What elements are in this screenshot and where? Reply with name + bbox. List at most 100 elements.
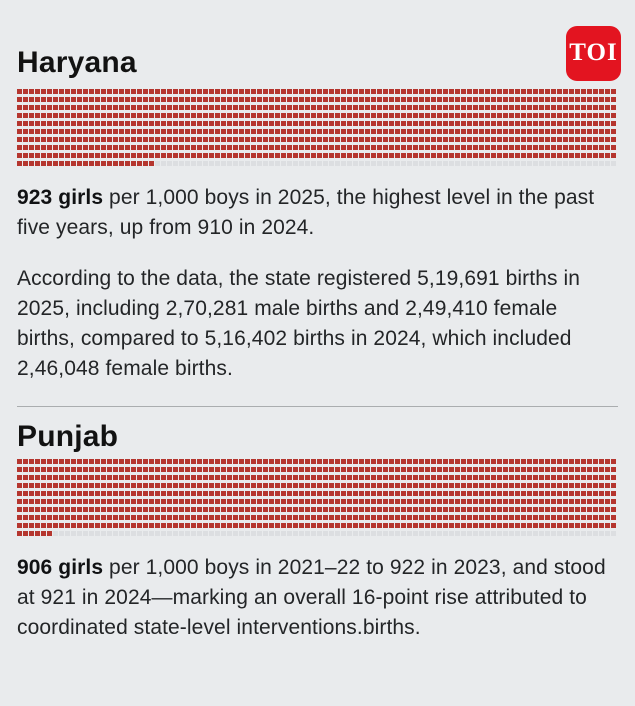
waffle-cell bbox=[251, 145, 256, 150]
waffle-cell bbox=[437, 523, 442, 528]
waffle-cell bbox=[143, 129, 148, 134]
waffle-cell bbox=[311, 145, 316, 150]
waffle-cell bbox=[407, 97, 412, 102]
waffle-cell bbox=[479, 499, 484, 504]
waffle-cell bbox=[287, 483, 292, 488]
waffle-cell bbox=[533, 113, 538, 118]
waffle-cell bbox=[107, 121, 112, 126]
waffle-cell bbox=[383, 145, 388, 150]
waffle-cell bbox=[347, 483, 352, 488]
waffle-cell bbox=[209, 515, 214, 520]
waffle-cell bbox=[263, 161, 268, 166]
waffle-cell bbox=[35, 89, 40, 94]
waffle-cell bbox=[221, 161, 226, 166]
waffle-cell bbox=[401, 113, 406, 118]
waffle-cell bbox=[65, 475, 70, 480]
waffle-cell bbox=[581, 153, 586, 158]
waffle-cell bbox=[59, 89, 64, 94]
waffle-cell bbox=[17, 121, 22, 126]
waffle-cell bbox=[347, 161, 352, 166]
waffle-cell bbox=[389, 89, 394, 94]
waffle-cell bbox=[359, 483, 364, 488]
waffle-cell bbox=[329, 483, 334, 488]
waffle-cell bbox=[185, 523, 190, 528]
waffle-cell bbox=[173, 145, 178, 150]
waffle-cell bbox=[17, 483, 22, 488]
waffle-cell bbox=[611, 153, 616, 158]
waffle-cell bbox=[17, 97, 22, 102]
waffle-cell bbox=[83, 531, 88, 536]
waffle-cell bbox=[365, 89, 370, 94]
waffle-cell bbox=[485, 105, 490, 110]
waffle-cell bbox=[437, 129, 442, 134]
waffle-cell bbox=[371, 145, 376, 150]
waffle-cell bbox=[503, 467, 508, 472]
waffle-cell bbox=[611, 499, 616, 504]
waffle-cell bbox=[467, 491, 472, 496]
waffle-cell bbox=[23, 467, 28, 472]
waffle-cell bbox=[293, 145, 298, 150]
waffle-cell bbox=[467, 105, 472, 110]
waffle-cell bbox=[515, 97, 520, 102]
waffle-cell bbox=[347, 113, 352, 118]
waffle-cell bbox=[383, 161, 388, 166]
waffle-cell bbox=[569, 137, 574, 142]
waffle-cell bbox=[359, 459, 364, 464]
waffle-cell bbox=[539, 515, 544, 520]
waffle-cell bbox=[587, 515, 592, 520]
waffle-cell bbox=[437, 483, 442, 488]
waffle-cell bbox=[149, 475, 154, 480]
waffle-cell bbox=[299, 515, 304, 520]
waffle-cell bbox=[509, 153, 514, 158]
waffle-cell bbox=[89, 121, 94, 126]
waffle-cell bbox=[119, 475, 124, 480]
waffle-cell bbox=[119, 515, 124, 520]
waffle-cell bbox=[329, 105, 334, 110]
waffle-cell bbox=[269, 89, 274, 94]
waffle-cell bbox=[275, 459, 280, 464]
waffle-cell bbox=[107, 507, 112, 512]
waffle-cell bbox=[281, 113, 286, 118]
waffle-cell bbox=[527, 129, 532, 134]
waffle-cell bbox=[443, 89, 448, 94]
waffle-cell bbox=[197, 89, 202, 94]
waffle-cell bbox=[401, 97, 406, 102]
waffle-cell bbox=[89, 145, 94, 150]
waffle-cell bbox=[287, 507, 292, 512]
waffle-cell bbox=[401, 475, 406, 480]
waffle-cell bbox=[329, 507, 334, 512]
waffle-cell bbox=[35, 113, 40, 118]
waffle-cell bbox=[281, 491, 286, 496]
waffle-cell bbox=[509, 531, 514, 536]
waffle-cell bbox=[149, 89, 154, 94]
waffle-cell bbox=[167, 507, 172, 512]
waffle-cell bbox=[203, 121, 208, 126]
waffle-cell bbox=[431, 121, 436, 126]
waffle-cell bbox=[125, 475, 130, 480]
waffle-cell bbox=[197, 467, 202, 472]
waffle-cell bbox=[329, 161, 334, 166]
waffle-cell bbox=[455, 113, 460, 118]
waffle-cell bbox=[377, 483, 382, 488]
waffle-cell bbox=[395, 523, 400, 528]
waffle-cell bbox=[539, 137, 544, 142]
waffle-cell bbox=[179, 459, 184, 464]
waffle-cell bbox=[341, 523, 346, 528]
waffle-cell bbox=[425, 137, 430, 142]
waffle-cell bbox=[269, 459, 274, 464]
waffle-cell bbox=[431, 129, 436, 134]
waffle-cell bbox=[329, 129, 334, 134]
waffle-cell bbox=[551, 145, 556, 150]
waffle-cell bbox=[149, 137, 154, 142]
waffle-cell bbox=[521, 89, 526, 94]
waffle-cell bbox=[461, 499, 466, 504]
waffle-cell bbox=[317, 121, 322, 126]
waffle-cell bbox=[365, 483, 370, 488]
waffle-cell bbox=[179, 145, 184, 150]
waffle-cell bbox=[491, 89, 496, 94]
waffle-cell bbox=[131, 515, 136, 520]
waffle-cell bbox=[131, 121, 136, 126]
waffle-cell bbox=[317, 515, 322, 520]
toi-logo: TOI bbox=[566, 26, 621, 81]
waffle-cell bbox=[215, 515, 220, 520]
